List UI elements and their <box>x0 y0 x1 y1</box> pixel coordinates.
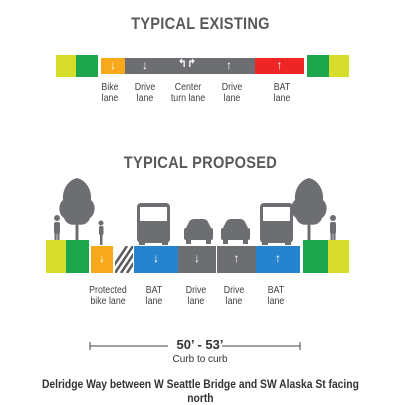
curb-gap-left <box>98 55 101 77</box>
planting-strip-left <box>66 240 89 273</box>
label-drive-lane-2: Drive lane <box>221 82 243 104</box>
down-arrow-icon: ↓ <box>153 251 159 265</box>
planting-strip-right <box>307 55 329 77</box>
protected-bike-lane <box>91 246 113 273</box>
existing-title: TYPICAL EXISTING <box>131 14 270 33</box>
label-bat-lane-2: BAT lane <box>267 285 285 307</box>
pedestrian-icon <box>54 215 60 244</box>
up-arrow-icon: ↑ <box>233 251 240 265</box>
buffer-hatch <box>115 246 133 273</box>
down-arrow-icon: ↓ <box>99 251 105 265</box>
bat-lane-southbound <box>134 246 178 273</box>
label-protected-bike-lane: Protected bike lane <box>89 285 127 307</box>
bike-lane <box>101 58 125 74</box>
tree-icon <box>59 178 95 245</box>
pedestrian-icon <box>330 215 336 244</box>
planting-strip-right <box>303 240 328 273</box>
dimension-value: 50’ - 53’ <box>176 337 224 352</box>
label-bat-lane-1: BAT lane <box>145 285 163 307</box>
turn-arrows-icon: ↰↱ <box>177 58 197 70</box>
bat-lane-northbound <box>256 246 300 273</box>
cyclist-icon <box>98 220 104 245</box>
proposed-street-section: ↓ ↓ ↓ ↑ ↑ <box>46 240 349 273</box>
sidewalk-right <box>329 55 349 77</box>
up-arrow-icon: ↑ <box>276 58 283 72</box>
proposed-title: TYPICAL PROPOSED <box>123 153 278 172</box>
up-arrow-icon: ↑ <box>226 58 232 72</box>
streetscape-silhouettes <box>54 178 336 245</box>
curb-gap-right <box>300 240 303 273</box>
bus-icon <box>260 203 293 245</box>
bus-icon <box>137 203 170 245</box>
tree-icon <box>291 178 327 245</box>
existing-street-section: ↓ ↓ ↰↱ ↑ ↑ <box>56 55 349 77</box>
curb-gap-right <box>304 55 307 77</box>
dimension-label: Curb to curb <box>172 354 228 365</box>
dimension-line <box>89 342 301 350</box>
planting-strip-left <box>76 55 98 77</box>
label-drive-lane-2: Drive lane <box>223 285 245 307</box>
down-arrow-icon: ↓ <box>194 251 200 265</box>
down-arrow-icon: ↓ <box>110 58 116 72</box>
sidewalk-right <box>328 240 349 273</box>
label-drive-lane-1: Drive lane <box>185 285 207 307</box>
lane-divider <box>216 246 217 273</box>
label-bat-lane: BAT lane <box>273 82 291 104</box>
car-icon <box>184 219 213 244</box>
up-arrow-icon: ↑ <box>275 251 281 265</box>
curb-gap-left <box>89 240 91 273</box>
sidewalk-left <box>46 240 66 273</box>
drive-lanes <box>178 246 256 273</box>
sidewalk-left <box>56 55 76 77</box>
bat-lane <box>255 58 304 74</box>
label-center-turn-lane: Center turn lane <box>170 82 206 104</box>
car-icon <box>221 219 250 244</box>
label-bike-lane: Bike lane <box>101 82 119 104</box>
down-arrow-icon: ↓ <box>142 58 148 72</box>
label-drive-lane-1: Drive lane <box>134 82 156 104</box>
